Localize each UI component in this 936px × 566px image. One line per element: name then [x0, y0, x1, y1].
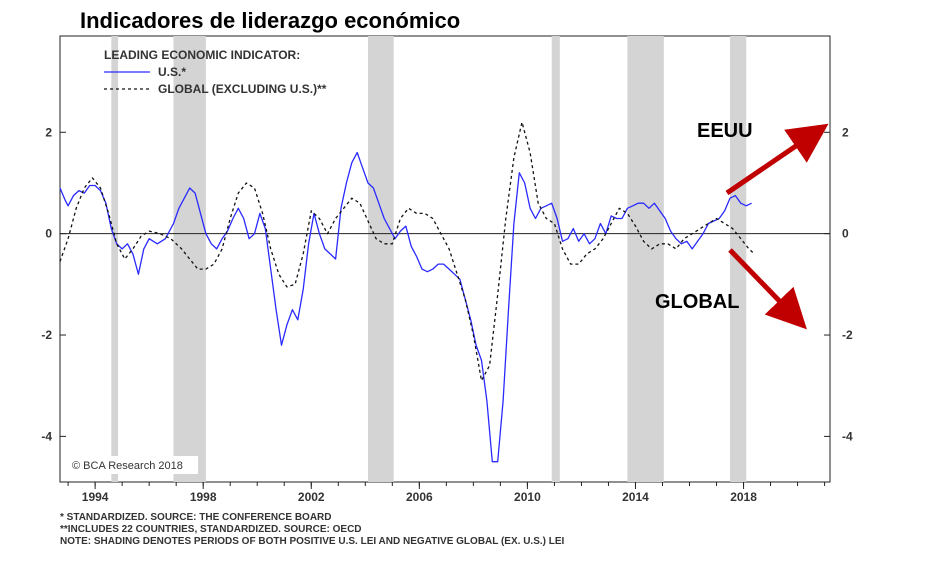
shaded-period-1	[173, 36, 206, 482]
footnote-2: **INCLUDES 22 COUNTRIES, STANDARDIZED. S…	[60, 524, 362, 535]
shaded-period-2	[368, 36, 394, 482]
ticks-group: 1994 1998 2002 2006 2010 2014 2018 2 2 0 0 -2 -2 -4 -4	[41, 125, 853, 504]
y-tick-label-left: 0	[45, 227, 52, 241]
credit-text: © BCA Research 2018	[72, 460, 183, 472]
y-tick-label-right: -4	[842, 429, 853, 443]
arrow-down-icon	[728, 248, 807, 330]
arrow-up-icon	[725, 123, 829, 196]
chart: Indicadores de liderazgo económico 1994 1…	[41, 8, 853, 504]
y-tick-label-right: -2	[842, 328, 853, 342]
y-tick-label-right: 2	[842, 125, 849, 139]
x-tick-label: 1998	[190, 490, 217, 504]
footnote-3: NOTE: SHADING DENOTES PERIODS OF BOTH PO…	[60, 536, 565, 547]
x-tick-label: 2006	[406, 490, 433, 504]
chart-title: Indicadores de liderazgo económico	[80, 8, 460, 33]
footnote-1: * STANDARDIZED. SOURCE: THE CONFERENCE B…	[60, 512, 332, 523]
annotation-global: GLOBAL	[655, 291, 739, 313]
x-tick-label: 2014	[622, 490, 649, 504]
footnotes: * STANDARDIZED. SOURCE: THE CONFERENCE B…	[60, 512, 564, 548]
y-tick-label-left: -2	[41, 328, 52, 342]
y-tick-label-right: 0	[842, 227, 849, 241]
series-group	[59, 121, 755, 463]
y-tick-label-left: -4	[41, 429, 52, 443]
x-tick-label: 2002	[298, 490, 325, 504]
x-tick-label: 1994	[82, 490, 109, 504]
plot-area	[59, 35, 831, 483]
legend-title: LEADING ECONOMIC INDICATOR:	[104, 48, 300, 62]
shaded-period-3	[551, 36, 560, 482]
y-tick-label-left: 2	[45, 125, 52, 139]
series-us-line	[59, 151, 752, 463]
shaded-period-4	[627, 36, 664, 482]
legend-global-label: GLOBAL (EXCLUDING U.S.)**	[158, 82, 327, 96]
x-tick-label: 2010	[514, 490, 541, 504]
shading-group	[111, 36, 747, 482]
legend-us-label: U.S.*	[158, 65, 186, 79]
legend: LEADING ECONOMIC INDICATOR: U.S.* GLOBAL…	[104, 48, 327, 96]
shaded-period-0	[111, 36, 119, 482]
credit-box	[68, 456, 198, 474]
annotation-us: EEUU	[697, 120, 753, 142]
x-tick-label: 2018	[730, 490, 757, 504]
